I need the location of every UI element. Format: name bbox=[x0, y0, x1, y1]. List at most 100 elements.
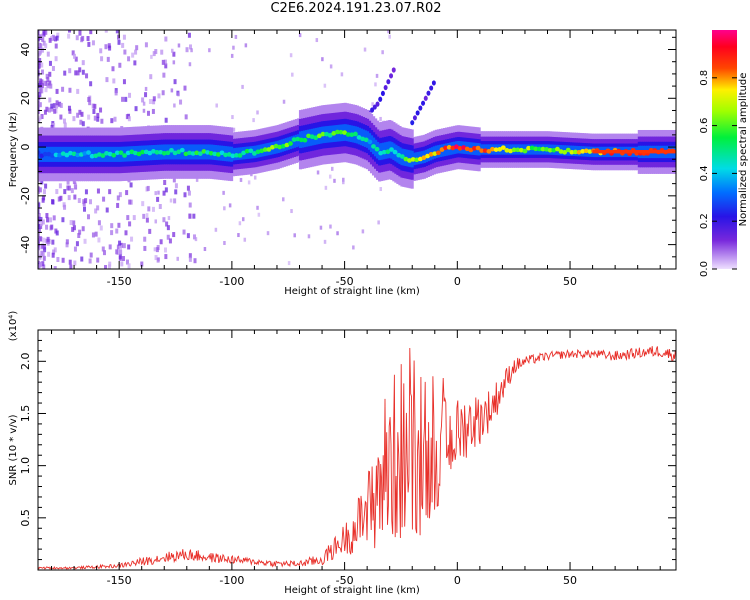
noise-speck bbox=[150, 54, 153, 59]
noise-speck bbox=[108, 261, 112, 267]
noise-speck bbox=[148, 228, 152, 234]
noise-speck bbox=[38, 57, 42, 63]
noise-speck bbox=[169, 198, 173, 203]
noise-speck bbox=[38, 253, 40, 259]
y-tick-label: -20 bbox=[19, 187, 32, 205]
noise-speck bbox=[174, 189, 178, 195]
noise-speck bbox=[253, 175, 257, 180]
noise-speck bbox=[238, 221, 242, 226]
noise-speck bbox=[84, 198, 88, 204]
noise-speck bbox=[45, 224, 49, 230]
noise-speck bbox=[43, 247, 47, 253]
noise-speck bbox=[113, 116, 117, 122]
noise-speck bbox=[141, 97, 145, 103]
noise-speck bbox=[52, 215, 56, 221]
ridge-core bbox=[551, 147, 557, 153]
noise-speck bbox=[38, 36, 40, 42]
ridge-core bbox=[266, 147, 272, 152]
noise-speck bbox=[46, 51, 50, 57]
noise-speck bbox=[188, 256, 192, 262]
noise-speck bbox=[77, 233, 81, 239]
noise-speck bbox=[188, 253, 192, 259]
noise-speck bbox=[329, 64, 333, 69]
x-tick-label: -50 bbox=[336, 574, 354, 587]
ridge-core bbox=[508, 148, 513, 154]
noise-speck bbox=[289, 53, 293, 58]
noise-speck bbox=[55, 100, 59, 106]
noise-speck bbox=[38, 216, 40, 222]
y-tick-label: 0 bbox=[19, 144, 32, 151]
ridge-core bbox=[147, 150, 153, 156]
noise-speck bbox=[371, 102, 374, 107]
ridge-core bbox=[309, 134, 315, 139]
noise-speck bbox=[63, 189, 67, 195]
noise-speck bbox=[54, 43, 58, 49]
ridge-core bbox=[439, 147, 445, 152]
noise-speck bbox=[83, 238, 87, 244]
noise-speck bbox=[57, 196, 61, 202]
ridge-core bbox=[334, 129, 340, 135]
noise-speck bbox=[94, 208, 98, 214]
x-axis-label: Height of straight line (km) bbox=[284, 585, 420, 596]
x-axis-label: Height of straight line (km) bbox=[284, 286, 420, 297]
y-tick-label: 1.5 bbox=[19, 405, 32, 423]
noise-speck bbox=[187, 190, 191, 196]
noise-speck bbox=[42, 264, 46, 269]
noise-speck bbox=[164, 63, 168, 69]
ridge-halo bbox=[442, 143, 447, 157]
ridge-core bbox=[89, 153, 95, 159]
noise-speck bbox=[58, 101, 62, 107]
noise-speck bbox=[42, 40, 46, 46]
noise-speck bbox=[185, 47, 189, 53]
x-tick-label: 0 bbox=[454, 574, 461, 587]
noise-speck bbox=[78, 109, 82, 115]
noise-speck bbox=[38, 213, 41, 219]
noise-speck bbox=[323, 239, 327, 244]
noise-speck bbox=[55, 35, 59, 41]
noise-speck bbox=[73, 260, 77, 266]
noise-speck bbox=[38, 208, 40, 214]
noise-speck bbox=[115, 30, 119, 34]
ridge-core bbox=[338, 129, 344, 135]
noise-speck bbox=[321, 57, 324, 62]
noise-speck bbox=[118, 240, 122, 246]
noise-speck bbox=[187, 32, 191, 38]
noise-speck bbox=[48, 71, 52, 77]
ridge-core bbox=[565, 147, 571, 153]
ridge-core bbox=[96, 152, 102, 157]
noise-speck bbox=[165, 221, 169, 227]
ridge-core bbox=[169, 148, 174, 153]
ridge-core bbox=[374, 146, 380, 152]
noise-speck bbox=[45, 106, 49, 112]
noise-speck bbox=[54, 36, 58, 42]
noise-speck bbox=[42, 30, 46, 36]
ridge-core bbox=[583, 148, 589, 154]
ridge-core bbox=[526, 145, 531, 151]
noise-speck bbox=[147, 206, 151, 212]
noise-speck bbox=[40, 47, 44, 53]
ridge-core bbox=[223, 152, 228, 158]
noise-speck bbox=[54, 56, 58, 62]
noise-speck bbox=[164, 117, 168, 123]
trace-blob bbox=[386, 79, 391, 85]
noise-speck bbox=[91, 103, 95, 109]
noise-speck bbox=[157, 257, 160, 262]
noise-speck bbox=[352, 245, 355, 250]
noise-speck bbox=[47, 251, 51, 257]
noise-speck bbox=[120, 261, 124, 267]
noise-speck bbox=[40, 83, 44, 89]
noise-speck bbox=[128, 221, 132, 227]
ridge-core bbox=[500, 145, 506, 150]
trace-blob bbox=[391, 67, 396, 73]
noise-speck bbox=[241, 217, 245, 222]
noise-speck bbox=[51, 239, 55, 245]
noise-speck bbox=[108, 189, 112, 195]
ridge-core bbox=[479, 148, 485, 153]
noise-speck bbox=[151, 108, 155, 114]
noise-speck bbox=[96, 188, 100, 194]
ridge-core bbox=[208, 151, 214, 156]
noise-speck bbox=[143, 245, 147, 251]
ridge-core bbox=[118, 150, 124, 155]
noise-speck bbox=[104, 30, 108, 33]
